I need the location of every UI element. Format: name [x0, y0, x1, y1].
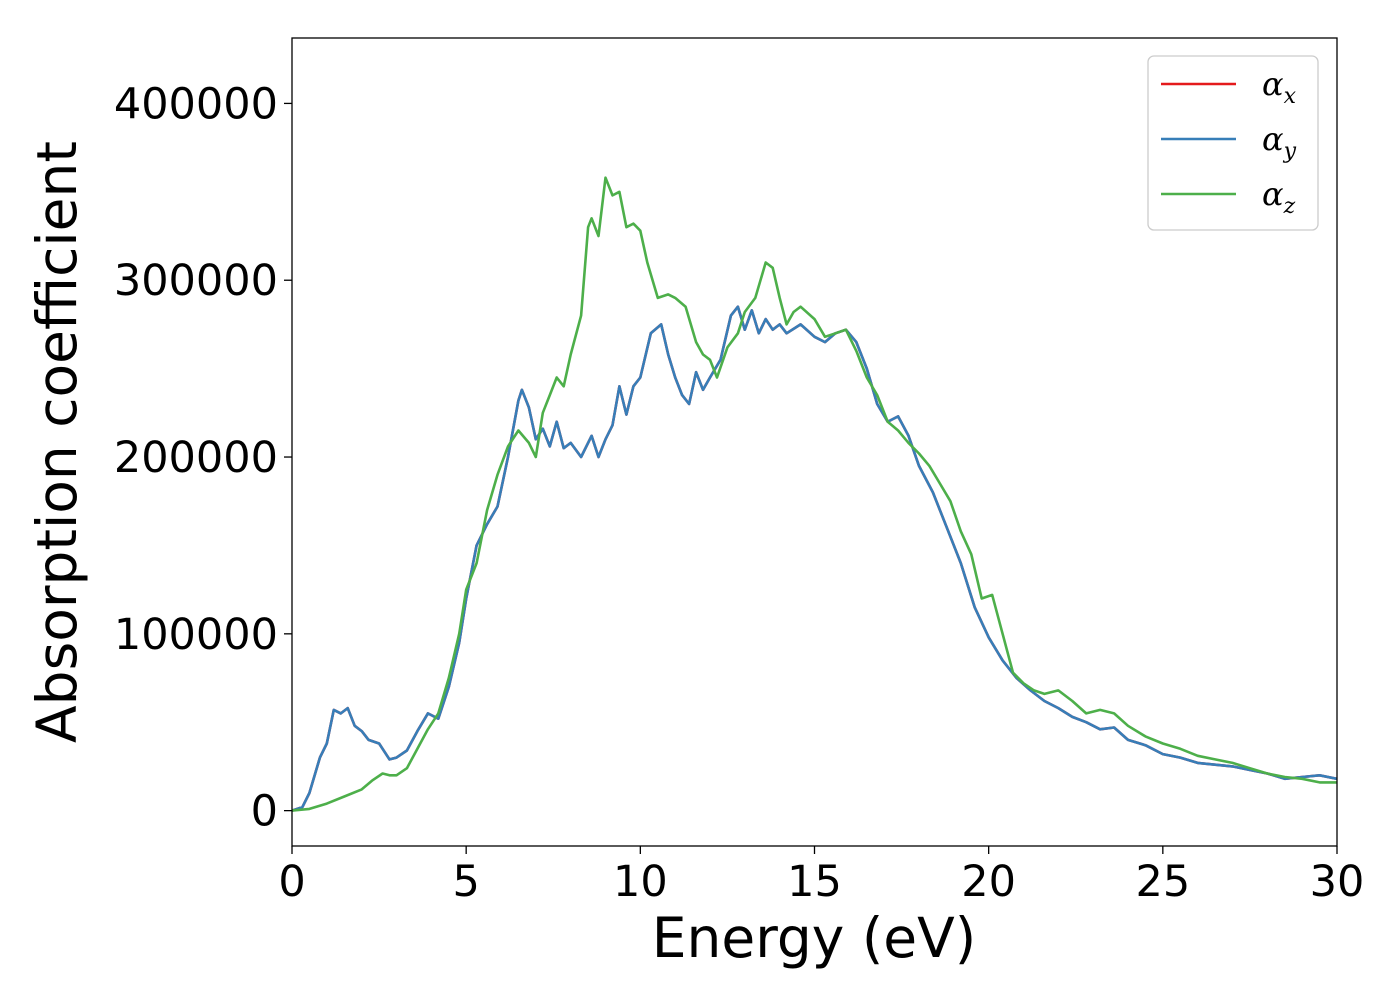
x-tick-label: 10 — [613, 857, 668, 907]
y-tick-label: 300000 — [114, 256, 278, 306]
x-tick-label: 0 — [278, 857, 305, 907]
legend-label-alpha-y: αy — [1262, 120, 1297, 164]
x-axis-label: Energy (eV) — [652, 906, 976, 970]
legend-label-alpha-z: αz — [1262, 175, 1296, 219]
x-tick-label: 5 — [452, 857, 479, 907]
x-tick-label: 15 — [787, 857, 842, 907]
x-tick-label: 25 — [1135, 857, 1190, 907]
y-tick-label: 0 — [251, 787, 278, 837]
x-tick-label: 20 — [961, 857, 1016, 907]
x-axis-ticks: 0 5 10 15 20 25 30 — [278, 846, 1364, 907]
legend-label-alpha-x: αx — [1262, 65, 1297, 109]
y-axis-label: Absorption coefficient — [25, 141, 89, 743]
y-tick-label: 400000 — [114, 79, 278, 129]
y-axis-ticks: 0 100000 200000 300000 400000 — [114, 79, 292, 837]
legend-frame — [1147, 55, 1319, 231]
x-tick-label: 30 — [1310, 857, 1365, 907]
series-layer — [292, 176, 1337, 812]
legend: αx αy αz — [1147, 55, 1319, 231]
series-line-alpha-z — [292, 176, 1337, 812]
y-tick-label: 100000 — [114, 610, 278, 660]
y-tick-label: 200000 — [114, 433, 278, 483]
